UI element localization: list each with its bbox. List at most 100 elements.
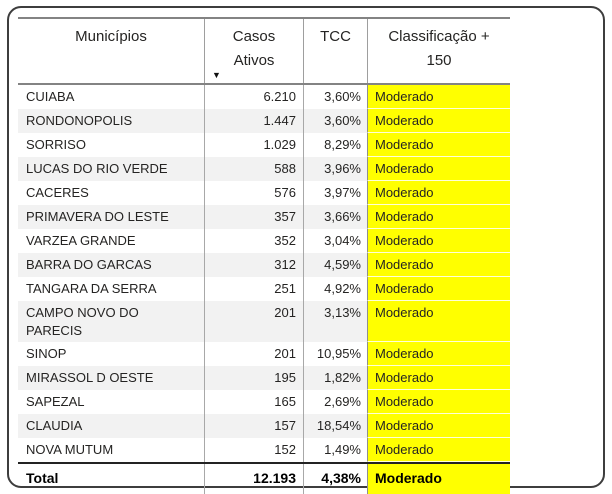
table-row[interactable]: CACERES 576 3,97% Moderado xyxy=(18,181,510,205)
municipio-name: NOVA MUTUM xyxy=(26,442,114,457)
classificacao-cell: Moderado xyxy=(367,181,510,205)
tcc-cell: 10,95% xyxy=(303,342,367,366)
municipio-name: SINOP xyxy=(26,346,67,361)
municipio-cell: LUCAS DO RIO VERDE xyxy=(18,157,204,181)
tcc-cell: 3,60% xyxy=(303,109,367,133)
casos-ativos-cell: 352 xyxy=(204,229,303,253)
municipio-cell: CUIABA xyxy=(18,85,204,109)
casos-ativos-cell: 357 xyxy=(204,205,303,229)
municipio-cell: SINOP xyxy=(18,342,204,366)
municipio-name: CUIABA xyxy=(26,89,75,104)
classificacao-cell: Moderado xyxy=(367,277,510,301)
municipio-name: RONDONOPOLIS xyxy=(26,113,133,128)
table-row[interactable]: MIRASSOL D OESTE 195 1,82% Moderado xyxy=(18,366,510,390)
tcc-cell: 2,69% xyxy=(303,390,367,414)
casos-ativos-cell: 152 xyxy=(204,438,303,462)
table-row[interactable]: PRIMAVERA DO LESTE 357 3,66% Moderado xyxy=(18,205,510,229)
tcc-cell: 3,66% xyxy=(303,205,367,229)
table-visual-card: Municípios Casos Ativos ▼ TCC Classifica… xyxy=(7,6,605,494)
table-body: CUIABA 6.210 3,60% Moderado RONDONOPOLIS 1.44… xyxy=(18,85,510,462)
table-row[interactable]: NOVA MUTUM 152 1,49% Moderado xyxy=(18,438,510,462)
total-tcc: 4,38% xyxy=(303,464,367,494)
municipio-cell: SAPEZAL xyxy=(18,390,204,414)
table-row[interactable]: SAPEZAL 165 2,69% Moderado xyxy=(18,390,510,414)
total-classificacao: Moderado xyxy=(367,464,510,494)
table-row[interactable]: TANGARA DA SERRA 251 4,92% Moderado xyxy=(18,277,510,301)
classificacao-cell: Moderado xyxy=(367,414,510,438)
classificacao-cell: Moderado xyxy=(367,366,510,390)
municipio-cell: VARZEA GRANDE xyxy=(18,229,204,253)
tcc-cell: 3,96% xyxy=(303,157,367,181)
classificacao-cell: Moderado xyxy=(367,133,510,157)
municipio-name: LUCAS DO RIO VERDE xyxy=(26,161,168,176)
classificacao-cell: Moderado xyxy=(367,438,510,462)
municipio-name: SAPEZAL xyxy=(26,394,85,409)
casos-ativos-cell: 1.029 xyxy=(204,133,303,157)
table-row[interactable]: LUCAS DO RIO VERDE 588 3,96% Moderado xyxy=(18,157,510,181)
municipio-cell: BARRA DO GARCAS xyxy=(18,253,204,277)
classificacao-cell: Moderado xyxy=(367,109,510,133)
tcc-cell: 4,92% xyxy=(303,277,367,301)
column-header-classificacao[interactable]: Classificação + 150 xyxy=(367,19,510,83)
table-row[interactable]: BARRA DO GARCAS 312 4,59% Moderado xyxy=(18,253,510,277)
table-row[interactable]: RONDONOPOLIS 1.447 3,60% Moderado xyxy=(18,109,510,133)
casos-ativos-cell: 165 xyxy=(204,390,303,414)
column-header-tcc[interactable]: TCC xyxy=(303,19,367,83)
municipio-cell: SORRISO xyxy=(18,133,204,157)
municipio-cell: RONDONOPOLIS xyxy=(18,109,204,133)
table-header-row: Municípios Casos Ativos ▼ TCC Classifica… xyxy=(18,17,510,85)
column-header-municipios-label: Municípios xyxy=(75,28,147,45)
table-row[interactable]: SINOP 201 10,95% Moderado xyxy=(18,342,510,366)
table-row[interactable]: CLAUDIA 157 18,54% Moderado xyxy=(18,414,510,438)
tcc-cell: 3,60% xyxy=(303,85,367,109)
casos-ativos-cell: 195 xyxy=(204,366,303,390)
classificacao-cell: Moderado xyxy=(367,342,510,366)
tcc-cell: 1,49% xyxy=(303,438,367,462)
table-total-row: Total 12.193 4,38% Moderado xyxy=(18,462,510,494)
classificacao-cell: Moderado xyxy=(367,205,510,229)
municipio-name: SORRISO xyxy=(26,137,86,152)
municipio-name: VARZEA GRANDE xyxy=(26,233,136,248)
municipio-cell: CAMPO NOVO DO PARECIS xyxy=(18,301,204,342)
column-header-casos-ativos-label: Casos Ativos xyxy=(232,28,276,69)
casos-ativos-cell: 6.210 xyxy=(204,85,303,109)
sort-descending-icon[interactable]: ▼ xyxy=(212,70,221,80)
municipio-name: CAMPO NOVO DO PARECIS xyxy=(26,305,139,338)
table-row[interactable]: CUIABA 6.210 3,60% Moderado xyxy=(18,85,510,109)
municipio-cell: CACERES xyxy=(18,181,204,205)
table-row[interactable]: VARZEA GRANDE 352 3,04% Moderado xyxy=(18,229,510,253)
casos-ativos-cell: 251 xyxy=(204,277,303,301)
casos-ativos-cell: 576 xyxy=(204,181,303,205)
column-header-tcc-label: TCC xyxy=(320,28,351,45)
total-label: Total xyxy=(26,470,59,486)
column-header-classificacao-label: Classificação + 150 xyxy=(388,28,490,69)
classificacao-cell: Moderado xyxy=(367,390,510,414)
classificacao-cell: Moderado xyxy=(367,157,510,181)
casos-ativos-cell: 157 xyxy=(204,414,303,438)
table-row[interactable]: SORRISO 1.029 8,29% Moderado xyxy=(18,133,510,157)
municipio-cell: MIRASSOL D OESTE xyxy=(18,366,204,390)
municipio-cell: PRIMAVERA DO LESTE xyxy=(18,205,204,229)
municipio-name: BARRA DO GARCAS xyxy=(26,257,152,272)
municipio-name: CACERES xyxy=(26,185,89,200)
column-header-municipios[interactable]: Municípios xyxy=(18,19,204,83)
municipio-name: PRIMAVERA DO LESTE xyxy=(26,209,169,224)
total-casos-ativos: 12.193 xyxy=(204,464,303,494)
municipios-table: Municípios Casos Ativos ▼ TCC Classifica… xyxy=(18,17,510,494)
tcc-cell: 4,59% xyxy=(303,253,367,277)
classificacao-cell: Moderado xyxy=(367,253,510,277)
column-header-casos-ativos[interactable]: Casos Ativos ▼ xyxy=(204,19,303,83)
casos-ativos-cell: 588 xyxy=(204,157,303,181)
tcc-cell: 1,82% xyxy=(303,366,367,390)
municipio-cell: CLAUDIA xyxy=(18,414,204,438)
classificacao-cell: Moderado xyxy=(367,301,510,342)
table-row[interactable]: CAMPO NOVO DO PARECIS 201 3,13% Moderado xyxy=(18,301,510,342)
municipio-name: MIRASSOL D OESTE xyxy=(26,370,154,385)
casos-ativos-cell: 1.447 xyxy=(204,109,303,133)
tcc-cell: 3,04% xyxy=(303,229,367,253)
tcc-cell: 3,97% xyxy=(303,181,367,205)
casos-ativos-cell: 201 xyxy=(204,301,303,342)
classificacao-cell: Moderado xyxy=(367,229,510,253)
tcc-cell: 18,54% xyxy=(303,414,367,438)
municipio-name: TANGARA DA SERRA xyxy=(26,281,157,296)
